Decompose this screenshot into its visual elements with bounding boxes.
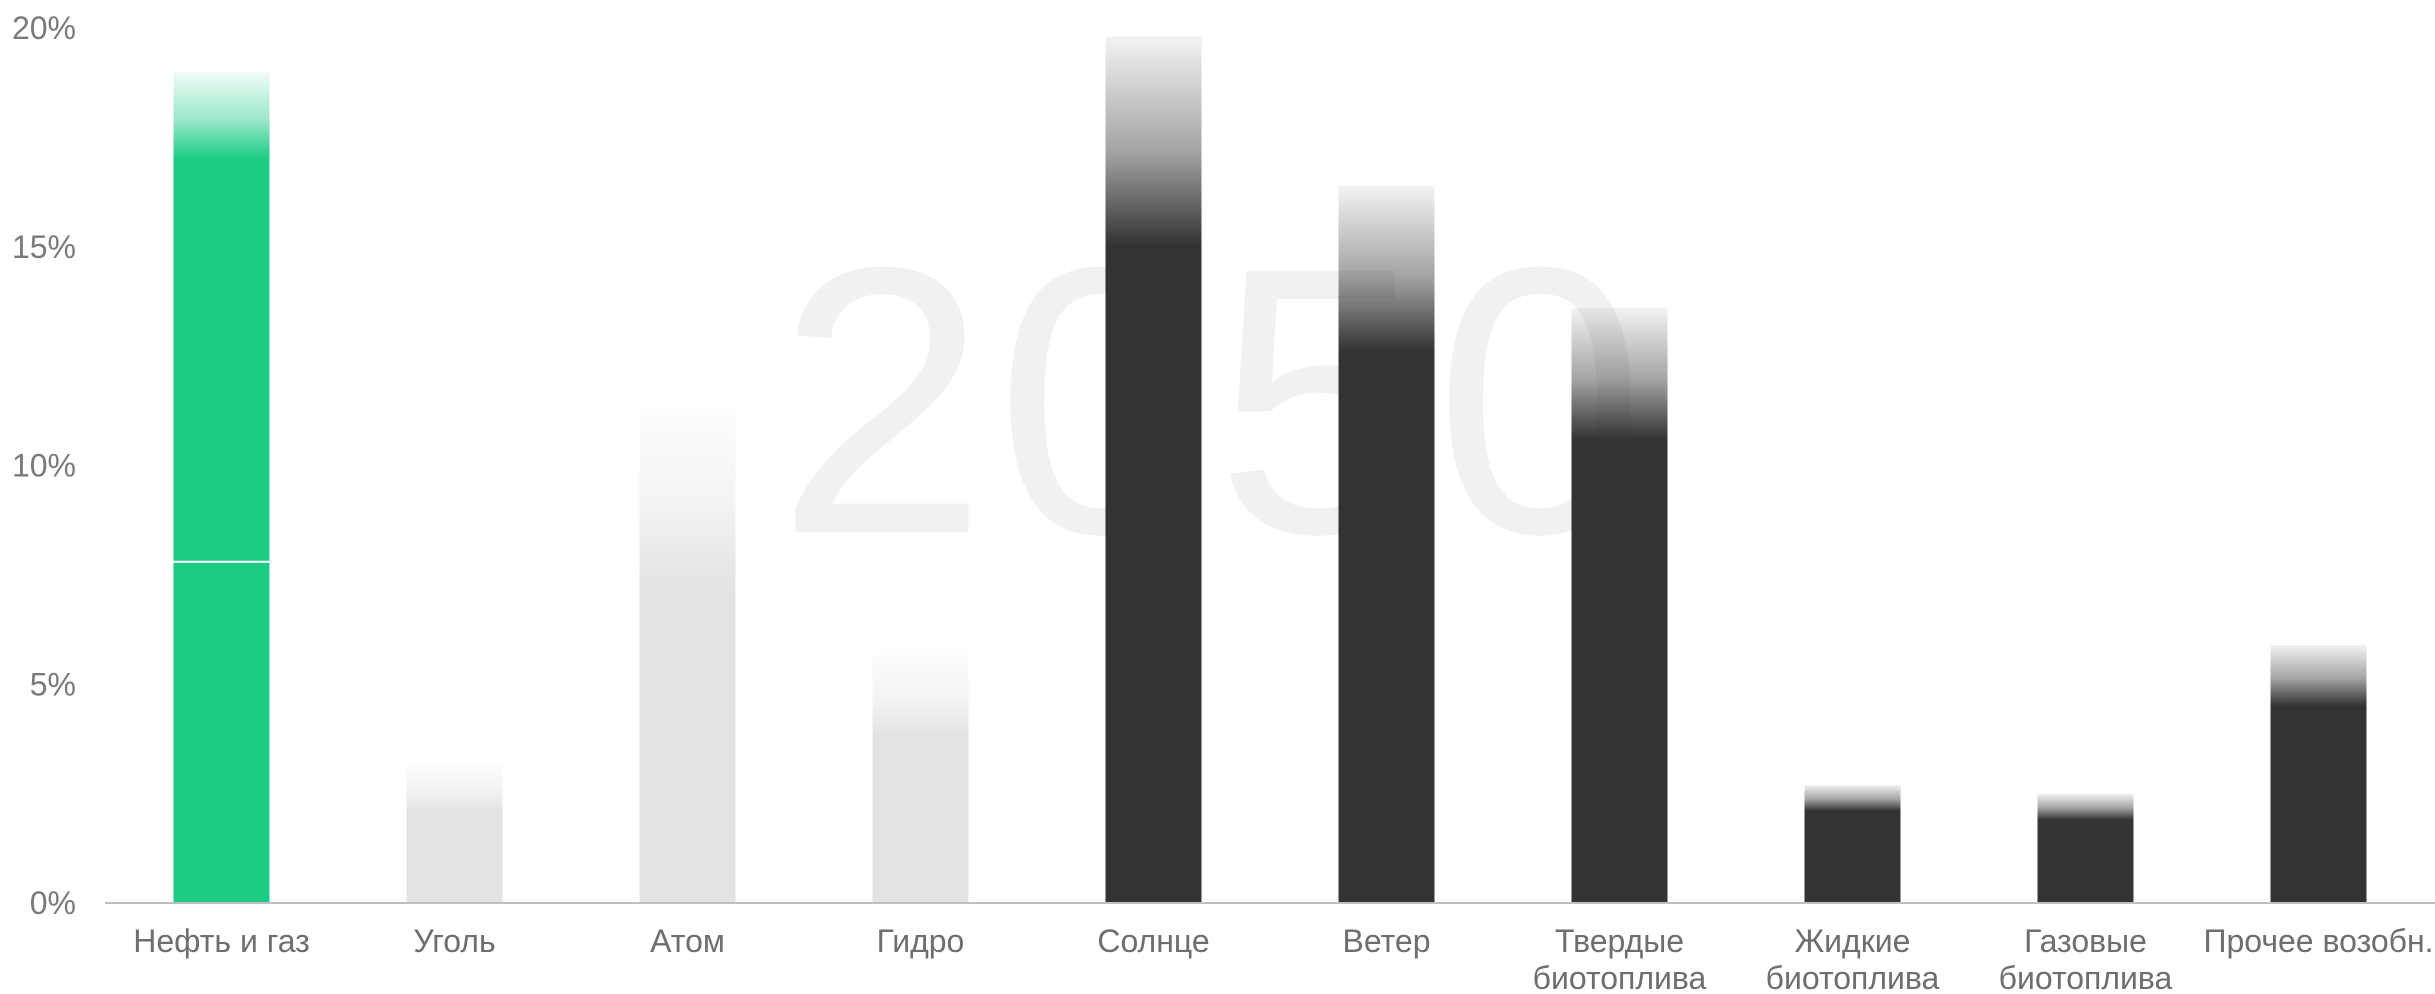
x-tick-label: Гидро	[877, 923, 965, 959]
bar-8	[1804, 784, 1901, 903]
x-tick-label: биотоплива	[1533, 960, 1707, 994]
y-axis-ticks: 0% 5% 10% 15% 20%	[12, 10, 76, 921]
x-tick-label: биотоплива	[1999, 960, 2173, 994]
x-tick-label: Газовые	[2024, 923, 2147, 959]
y-tick-label: 10%	[12, 448, 76, 484]
bar-1	[173, 71, 270, 903]
bar-4	[872, 653, 969, 903]
x-axis-labels: Нефть и газ Уголь Атом Гидро Солнце Ветер Твер…	[133, 923, 2433, 994]
y-tick-label: 0%	[30, 885, 76, 921]
x-tick-label: Нефть и газ	[133, 923, 310, 959]
x-tick-label: Твердые	[1555, 923, 1684, 959]
bar-7	[1571, 308, 1668, 903]
bars-group	[173, 36, 2367, 903]
x-tick-label: Атом	[650, 923, 725, 959]
bar-6	[1338, 185, 1435, 903]
x-tick-label: Прочее возобн.	[2203, 923, 2433, 959]
x-tick-label: Уголь	[413, 923, 495, 959]
x-tick-label: Жидкие	[1795, 923, 1911, 959]
chart-watermark: 2050	[776, 188, 1653, 613]
x-tick-label: Солнце	[1097, 923, 1209, 959]
bar-2	[406, 763, 503, 903]
bar-3	[639, 408, 736, 903]
bar-10	[2270, 644, 2367, 903]
y-tick-label: 5%	[30, 666, 76, 702]
bar-5	[1105, 36, 1202, 903]
x-tick-label: биотоплива	[1766, 960, 1940, 994]
x-tick-label: Ветер	[1343, 923, 1431, 959]
y-tick-label: 20%	[12, 10, 76, 46]
y-tick-label: 15%	[12, 229, 76, 265]
bar-9	[2037, 793, 2134, 903]
